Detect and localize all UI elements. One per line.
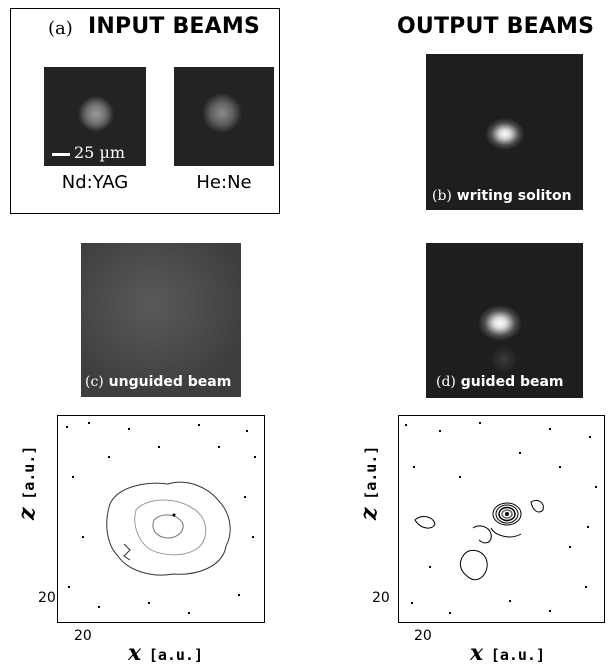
right-x-tick: 20	[414, 628, 432, 644]
unguided-diffuse-light	[81, 243, 241, 397]
left-x-tick: 20	[74, 628, 92, 644]
left-y-axis-var: z	[14, 507, 40, 521]
ndyag-beam-spot	[78, 96, 114, 132]
right-y-axis-label: z [a.u.]	[356, 446, 382, 520]
right-x-axis-label: x [a.u.]	[470, 640, 545, 666]
panel-c-text: unguided beam	[108, 374, 232, 390]
unguided-beam-image: (c) unguided beam	[81, 243, 241, 397]
guided-spot	[478, 305, 522, 373]
right-x-axis-unit: [a.u.]	[490, 646, 545, 664]
panel-d-caption: (d) guided beam	[436, 374, 564, 390]
input-beams-panel	[10, 8, 280, 214]
right-y-tick: 20	[372, 590, 390, 606]
scale-bar	[52, 153, 70, 156]
panel-b-caption: (b) writing soliton	[432, 188, 572, 204]
panel-b-label: (b)	[432, 188, 452, 204]
left-y-axis-unit: [a.u.]	[20, 445, 38, 500]
writing-soliton-image: (b) writing soliton	[426, 54, 583, 210]
hene-caption: He:Ne	[196, 172, 252, 193]
panel-d-label: (d)	[436, 374, 456, 390]
soliton-spot	[485, 118, 525, 150]
output-beams-title: OUTPUT BEAMS	[397, 14, 595, 39]
panel-a-label: (a)	[48, 18, 73, 39]
ndyag-beam-image: 25 µm	[44, 67, 146, 166]
panel-d-text: guided beam	[460, 374, 564, 390]
panel-b-text: writing soliton	[456, 188, 572, 204]
left-x-axis-unit: [a.u.]	[148, 646, 203, 664]
right-y-axis-unit: [a.u.]	[362, 445, 380, 500]
hene-beam-spot	[202, 93, 242, 133]
scale-bar-label: 25 µm	[74, 143, 126, 162]
left-y-tick: 20	[38, 590, 56, 606]
left-x-axis-label: x [a.u.]	[128, 640, 203, 666]
guided-beam-image: (d) guided beam	[426, 243, 583, 398]
ndyag-caption: Nd:YAG	[61, 172, 129, 193]
left-x-axis-var: x	[128, 640, 142, 666]
right-y-axis-var: z	[356, 507, 382, 521]
panel-c-caption: (c) unguided beam	[85, 374, 231, 390]
panel-c-label: (c)	[85, 374, 104, 390]
contour-plot-guided	[398, 415, 605, 623]
hene-beam-image	[174, 67, 274, 166]
contour-lines-unguided	[66, 422, 256, 614]
contour-plot-unguided	[57, 415, 265, 623]
left-y-axis-label: z [a.u.]	[14, 446, 40, 520]
input-beams-title: INPUT BEAMS	[88, 14, 261, 39]
contour-lines-guided	[405, 422, 597, 614]
right-x-axis-var: x	[470, 640, 484, 666]
